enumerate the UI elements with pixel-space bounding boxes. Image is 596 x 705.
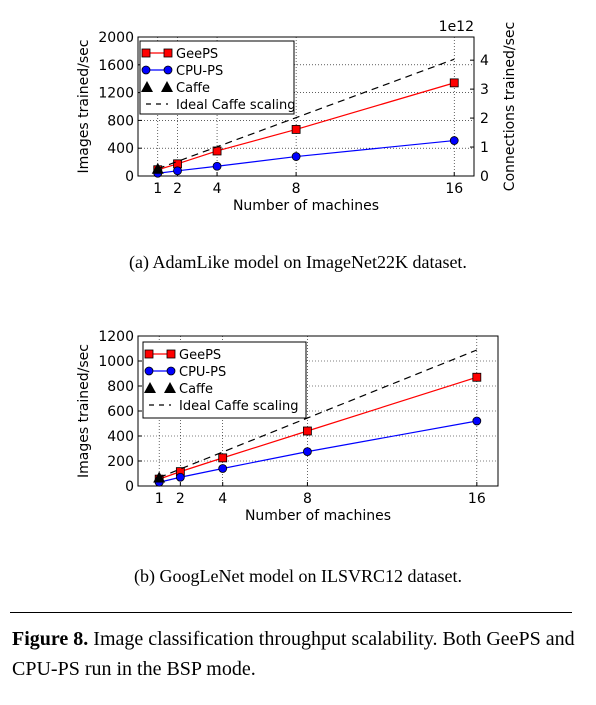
subcaption-a: (a) AdamLike model on ImageNet22K datase…: [129, 252, 467, 272]
caption-rule: [10, 612, 572, 613]
chart-b-legend-marker-caffe-b: [164, 382, 176, 393]
figure-caption-text: Image classification throughput scalabil…: [12, 628, 575, 680]
chart-a-legend-marker-geeps-b: [163, 48, 173, 58]
chart-a-xtick-label-1: 1: [153, 181, 162, 197]
chart-b-xtick-label-2: 2: [176, 491, 185, 507]
chart-a-series-line-ideal-caffe-scaling: [157, 58, 455, 170]
chart-b-legend-marker-geeps-a: [144, 349, 154, 359]
chart-b-y-axis-label: Images trained/sec: [76, 344, 92, 478]
chart-a-y2tick-label-2: 2: [480, 111, 489, 127]
chart-b-xtick-label-1: 1: [155, 491, 164, 507]
chart-a-legend-label-caffe: Caffe: [176, 81, 210, 96]
chart-b-legend-marker-geeps-b: [166, 349, 176, 359]
chart-b-ytick-label-200: 200: [107, 454, 134, 470]
chart-a-plot-frame: [137, 36, 475, 177]
chart-b-legend: GeePS CPU-PS Caffe Ideal Caffe scaling: [142, 341, 307, 419]
chart-b-series-line-ideal-caffe-scaling: [158, 349, 478, 479]
chart-a-legend-marker-cpu-ps-a: [141, 65, 151, 75]
chart-b-point-geeps-16: [472, 372, 482, 382]
chart-b-ytick-label-400: 400: [107, 429, 134, 445]
chart-b-xtick-label-16: 16: [468, 491, 486, 507]
chart-a-xtick-label-2: 2: [173, 181, 182, 197]
chart-a-xtick-label-8: 8: [292, 181, 301, 197]
chart-a-series-line-cpu-ps: [157, 139, 455, 174]
chart-b-legend-label-cpu-ps: CPU-PS: [179, 365, 226, 380]
chart-b-point-cpu-ps-2: [175, 472, 185, 482]
chart-b-legend-label-geeps: GeePS: [179, 348, 221, 363]
chart-b-legend-marker-cpu-ps-a: [144, 366, 154, 376]
chart-a-ytick-label-1200: 1200: [98, 86, 134, 102]
chart-a-ytick-label-800: 800: [107, 113, 134, 129]
chart-b-legend-label-ideal-caffe-scaling: Ideal Caffe scaling: [179, 399, 299, 414]
chart-a-y2tick-label-3: 3: [480, 82, 489, 98]
chart-a-y-axis-label: Images trained/sec: [76, 40, 92, 174]
chart-b-legend-marker-caffe-a: [144, 382, 156, 393]
figure-caption: Figure 8. Image classification throughpu…: [12, 624, 578, 684]
chart-b-point-cpu-ps-8: [303, 447, 312, 457]
chart-a-legend-label-ideal-caffe-scaling: Ideal Caffe scaling: [176, 98, 296, 113]
chart-b-ytick-label-1200: 1200: [98, 329, 134, 345]
chart-b-series-line-cpu-ps: [159, 420, 477, 483]
chart-a-xtick-label-16: 16: [445, 181, 463, 197]
chart-a-point-cpu-ps-16: [449, 136, 459, 145]
chart-a-legend-label-geeps: GeePS: [176, 47, 218, 62]
chart-a-legend: GeePS CPU-PS Caffe Ideal Caffe scaling: [139, 40, 296, 115]
chart-a-y2tick-label-0: 0: [480, 169, 489, 185]
subcaption-b: (b) GoogLeNet model on ILSVRC12 dataset.: [134, 566, 462, 586]
chart-a-y2tick-label-4: 4: [480, 53, 489, 69]
chart-a-ytick-label-1600: 1600: [98, 58, 134, 74]
chart-a-legend-label-cpu-ps: CPU-PS: [176, 64, 223, 79]
chart-a-legend-marker-geeps-a: [141, 48, 151, 58]
chart-b-point-cpu-ps-16: [472, 416, 482, 426]
chart-a-legend-marker-caffe-a: [141, 81, 153, 92]
chart-a-y2-axis-label: Connections trained/sec: [502, 22, 518, 191]
chart-b-xtick-label-8: 8: [303, 491, 312, 507]
chart-b-x-axis-label: Number of machines: [245, 508, 391, 524]
figure-label: Figure 8.: [12, 628, 89, 650]
chart-b: 1 2 4 8 16 0 200 400 600 800 1000 1200 Number of mac…: [76, 329, 499, 524]
chart-a-y2tick-label-1: 1: [480, 140, 489, 156]
chart-b-ytick-label-1000: 1000: [98, 354, 134, 370]
chart-b-point-geeps-8: [303, 426, 312, 436]
chart-b-point-cpu-ps-4: [218, 464, 228, 473]
chart-a-xtick-label-4: 4: [213, 181, 222, 197]
chart-a-point-cpu-ps-8: [291, 152, 301, 161]
chart-b-xtick-label-4: 4: [218, 491, 227, 507]
chart-a-point-cpu-ps-2: [173, 166, 182, 176]
chart-a-point-cpu-ps-4: [212, 161, 222, 171]
chart-a-point-geeps-8: [291, 125, 301, 134]
chart-b-legend-label-caffe: Caffe: [179, 382, 213, 397]
chart-a-legend-marker-cpu-ps-b: [163, 65, 173, 75]
chart-a-ytick-label-2000: 2000: [98, 30, 134, 46]
chart-a-y2-offset-label: 1e12: [439, 19, 474, 35]
chart-b-ytick-label-800: 800: [107, 379, 134, 395]
chart-a-legend-marker-caffe-b: [161, 81, 173, 92]
chart-a-ytick-label-0: 0: [125, 169, 134, 185]
chart-a-point-geeps-16: [449, 78, 459, 88]
chart-b-point-geeps-4: [218, 453, 228, 463]
chart-b-ytick-label-0: 0: [125, 479, 134, 495]
chart-a-ytick-label-400: 400: [107, 141, 134, 157]
chart-b-ytick-label-600: 600: [107, 404, 134, 420]
chart-b-legend-marker-cpu-ps-b: [166, 366, 176, 376]
chart-a-x-axis-label: Number of machines: [233, 198, 379, 214]
